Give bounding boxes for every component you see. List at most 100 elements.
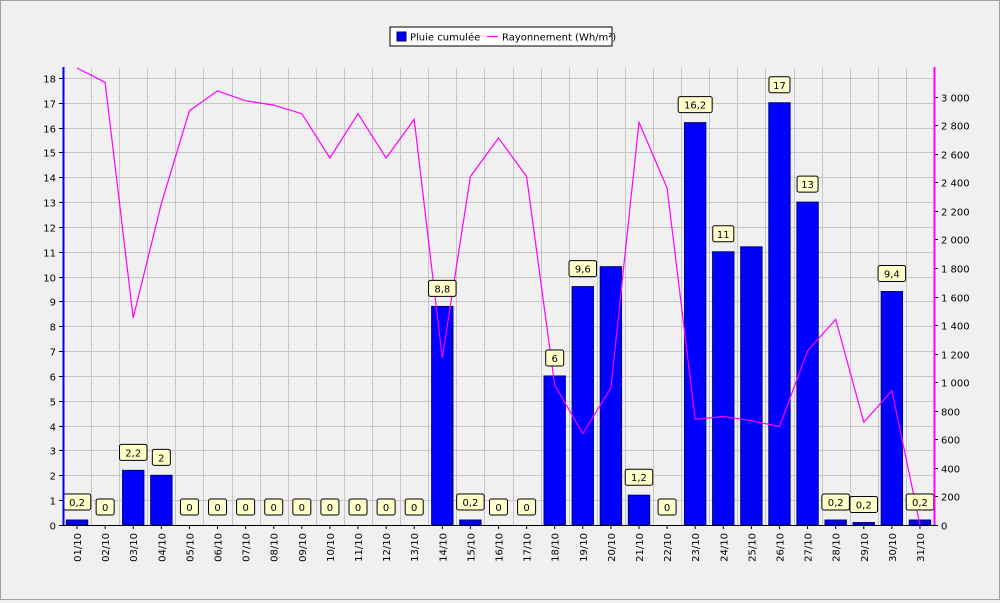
- x-tick-label: 23/10: [691, 533, 702, 562]
- data-label-box: [428, 279, 457, 297]
- y-right-tick-label: 3 000: [941, 94, 970, 105]
- x-tick-label: 27/10: [804, 533, 815, 562]
- x-tick-label: 03/10: [129, 533, 140, 562]
- data-label-box: [456, 493, 485, 511]
- data-label: 8,8: [434, 284, 450, 295]
- y-left-tick-label: 3: [50, 447, 56, 458]
- data-label: 0: [355, 503, 361, 514]
- y-left-tick-label: 2: [50, 472, 56, 483]
- y-right-tick-label: 1 600: [941, 294, 970, 305]
- y-left-tick-label: 0: [50, 522, 56, 533]
- data-label: 13: [801, 180, 814, 191]
- data-label-box: [320, 498, 340, 516]
- data-label-box: [677, 96, 713, 114]
- y-left-tick-label: 9: [50, 298, 56, 309]
- bar: [880, 291, 904, 526]
- y-right-tick-label: 1 800: [941, 265, 970, 276]
- data-label-box: [489, 498, 508, 516]
- line-rayonnement: [76, 67, 921, 526]
- data-label-box: [151, 448, 171, 466]
- data-label-box: [568, 260, 598, 278]
- y-right-tick-label: 1 400: [941, 322, 970, 333]
- y-right-tick-label: 800: [941, 408, 960, 419]
- x-tick-label: 13/10: [410, 533, 421, 562]
- y-right-tick-label: 2 800: [941, 122, 970, 133]
- data-label: 11: [717, 230, 730, 241]
- bar: [459, 519, 482, 526]
- x-tick-label: 30/10: [888, 533, 899, 562]
- y-left-tick-label: 4: [50, 423, 56, 434]
- x-tick-label: 21/10: [635, 533, 646, 562]
- data-label-box: [657, 498, 677, 516]
- data-label: 0: [664, 503, 670, 514]
- x-tick-label: 24/10: [719, 533, 730, 562]
- y-left-tick-label: 13: [43, 199, 56, 210]
- x-tick-label: 17/10: [523, 533, 534, 562]
- y-right-tick-label: 2 000: [941, 236, 970, 247]
- data-label-box: [404, 498, 424, 516]
- x-tick-label: 31/10: [916, 533, 927, 562]
- x-tick-label: 29/10: [860, 533, 871, 562]
- bar: [712, 251, 735, 526]
- y-right-tick-label: 0: [941, 522, 947, 533]
- data-label: 0: [102, 503, 108, 514]
- data-label: 0: [299, 503, 305, 514]
- y-left-tick-label: 8: [50, 323, 56, 334]
- data-label: 2,2: [125, 448, 141, 459]
- data-label: 1,2: [631, 473, 647, 484]
- data-label-box: [849, 496, 879, 514]
- data-label: 0: [327, 503, 333, 514]
- data-label: 2: [158, 453, 164, 464]
- data-label: 9,6: [575, 265, 591, 276]
- data-label: 0: [411, 503, 417, 514]
- plot-area: 0123456789101112131415161718020040060080…: [43, 67, 970, 562]
- x-tick-label: 14/10: [438, 533, 449, 562]
- y-right-tick-label: 2 200: [941, 208, 970, 219]
- legend-swatch-bar: [396, 31, 407, 42]
- data-label: 0: [271, 503, 277, 514]
- data-label-box: [376, 498, 396, 516]
- legend-box: [389, 26, 613, 47]
- data-label: 0: [495, 503, 501, 514]
- data-label-box: [517, 498, 537, 516]
- x-tick-label: 05/10: [185, 533, 196, 562]
- bar: [599, 266, 623, 526]
- bar: [796, 201, 819, 526]
- x-tick-label: 09/10: [298, 533, 309, 562]
- data-label-box: [179, 498, 199, 516]
- data-label: 16,2: [684, 101, 706, 112]
- bar: [627, 494, 651, 526]
- data-label-box: [821, 493, 850, 511]
- bar: [824, 519, 847, 526]
- y-right-tick-label: 1 200: [941, 351, 970, 362]
- x-tick-label: 04/10: [157, 533, 168, 562]
- x-tick-label: 08/10: [270, 533, 281, 562]
- y-right-tick-label: 400: [941, 465, 960, 476]
- data-label-box: [877, 265, 907, 283]
- y-left-tick-label: 17: [43, 100, 56, 111]
- bar: [431, 305, 454, 526]
- bar: [571, 286, 594, 526]
- bar: [684, 122, 707, 526]
- x-tick-label: 06/10: [214, 533, 225, 562]
- data-label-box: [118, 443, 148, 461]
- data-label: 0: [242, 503, 248, 514]
- data-label-box: [292, 498, 312, 516]
- x-tick-label: 16/10: [495, 533, 506, 562]
- data-label-box: [236, 498, 256, 516]
- y-right-tick-label: 600: [941, 436, 960, 447]
- data-label: 6: [552, 354, 558, 365]
- data-label-box: [95, 498, 115, 516]
- bar: [740, 246, 763, 526]
- x-tick-label: 11/10: [354, 533, 365, 562]
- data-label: 0,2: [828, 498, 844, 509]
- data-label-box: [208, 498, 228, 516]
- data-label-box: [264, 498, 284, 516]
- y-left-tick-label: 14: [43, 174, 56, 185]
- data-label-box: [545, 349, 565, 367]
- y-right-tick-label: 2 600: [941, 151, 970, 162]
- data-label: 0,2: [69, 498, 85, 509]
- y-right-tick-label: 200: [941, 493, 960, 504]
